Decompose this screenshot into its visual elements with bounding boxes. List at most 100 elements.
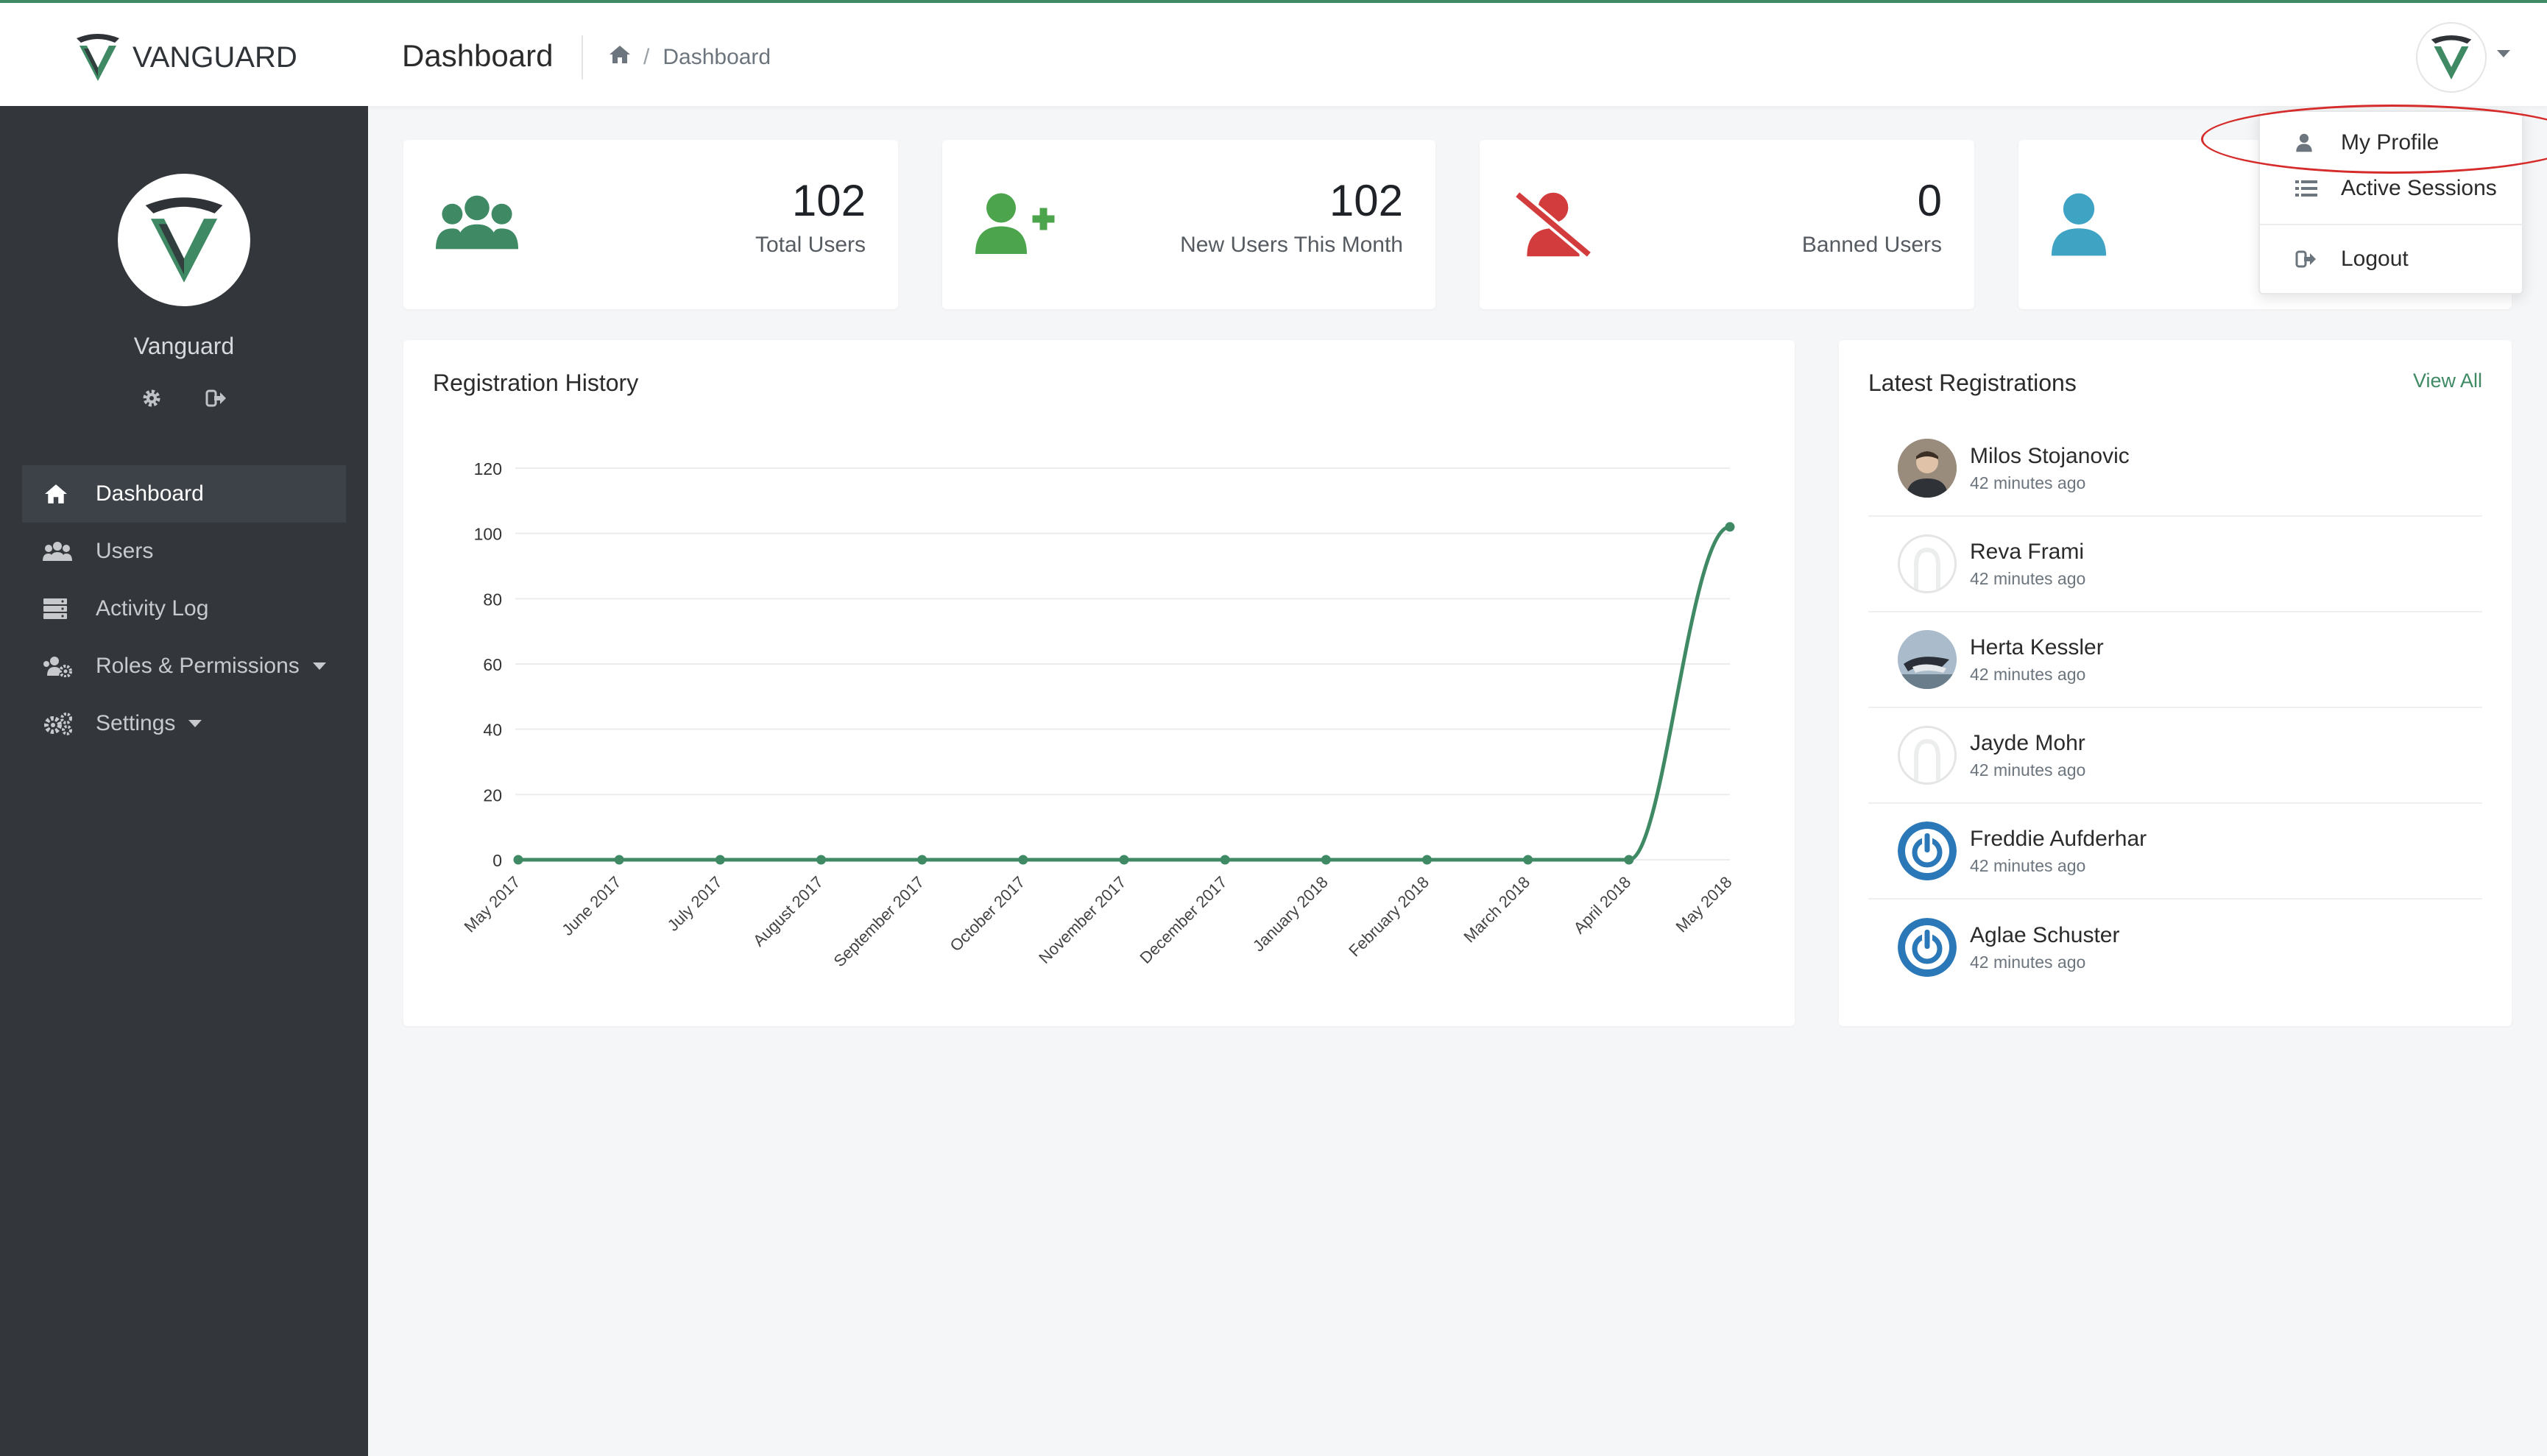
sidebar-user-actions (0, 386, 368, 411)
gear-icon[interactable] (139, 386, 164, 411)
registration-time: 42 minutes ago (1970, 568, 2086, 588)
x-tick-label: January 2018 (1249, 873, 1332, 955)
user-avatar-button[interactable] (2416, 22, 2487, 93)
menu-item-label: My Profile (2341, 130, 2440, 155)
sidebar-item-settings[interactable]: Settings (22, 695, 346, 752)
data-point (1624, 855, 1634, 865)
x-tick-label: July 2017 (664, 873, 726, 935)
list-item[interactable]: Reva Frami 42 minutes ago (1868, 517, 2482, 612)
latest-registrations-title: Latest Registrations (1868, 370, 2077, 396)
sidebar-item-label: Activity Log (96, 596, 209, 621)
list-item[interactable]: Freddie Aufderhar 42 minutes ago (1868, 804, 2482, 900)
sidebar: Vanguard Dashboard Users Activity Log Ro… (0, 106, 368, 1456)
latest-registrations-card: Latest Registrations View All Milos Stoj… (1839, 340, 2512, 1026)
avatar (1898, 439, 1957, 498)
registration-time: 42 minutes ago (1970, 473, 2086, 492)
list-item[interactable]: Aglae Schuster 42 minutes ago (1868, 900, 2482, 995)
data-point (715, 855, 725, 865)
server-icon (43, 596, 74, 621)
user-icon (2049, 191, 2108, 261)
sidebar-item-users[interactable]: Users (22, 523, 346, 580)
page-title: Dashboard (402, 38, 554, 73)
breadcrumb-separator: / (643, 45, 650, 69)
sidebar-user-name: Vanguard (133, 333, 235, 359)
brand-name: VANGUARD (133, 41, 297, 74)
y-tick-label: 0 (492, 851, 502, 870)
data-point (513, 855, 523, 865)
y-tick-label: 80 (483, 590, 502, 609)
x-tick-label: August 2017 (749, 873, 827, 950)
registration-name: Aglae Schuster (1970, 922, 2120, 947)
data-point (1523, 855, 1533, 865)
y-tick-label: 40 (483, 721, 502, 740)
menu-item-label: Logout (2341, 247, 2409, 271)
shield-logo-icon (77, 34, 119, 81)
power-icon (1898, 821, 1957, 880)
user-icon (2295, 133, 2320, 152)
sidebar-item-roles-permissions[interactable]: Roles & Permissions (22, 637, 346, 695)
y-tick-label: 20 (483, 785, 502, 805)
x-tick-label: March 2018 (1460, 873, 1533, 947)
users-icon (436, 193, 518, 255)
brand-name-light: VAN (133, 40, 191, 74)
registration-name: Reva Frami (1970, 539, 2085, 564)
data-point (1018, 855, 1028, 865)
menu-item-logout[interactable]: Logout (2260, 237, 2525, 281)
stat-card-new-users: 102 New Users This Month (942, 140, 1435, 309)
list-icon (2295, 180, 2320, 197)
avatar (1898, 726, 1957, 785)
sidebar-item-label: Settings (96, 711, 176, 735)
top-navbar: VANGUARD Dashboard / Dashboard (0, 0, 2547, 106)
view-all-link[interactable]: View All (2412, 370, 2482, 392)
stat-value: 0 (1917, 176, 1942, 225)
data-point (1119, 855, 1129, 865)
home-icon (43, 481, 74, 506)
x-tick-label: June 2017 (558, 873, 624, 939)
registration-time: 42 minutes ago (1970, 855, 2086, 875)
caret-down-icon (188, 720, 202, 727)
registration-history-chart: 0 20 40 60 80 100 120 May 2017 June 2017 July 201… (461, 459, 1736, 971)
data-point (1422, 855, 1432, 865)
registration-time: 42 minutes ago (1970, 664, 2086, 684)
data-point (1321, 855, 1331, 865)
menu-item-label: Active Sessions (2341, 176, 2497, 200)
users-icon (43, 539, 74, 564)
y-tick-label: 100 (474, 525, 502, 544)
chevron-down-icon[interactable] (2497, 50, 2510, 57)
data-point (614, 855, 624, 865)
sidebar-avatar[interactable] (118, 174, 250, 306)
x-tick-label: April 2018 (1570, 873, 1635, 938)
menu-item-active-sessions[interactable]: Active Sessions (2260, 166, 2525, 211)
user-dropdown-menu: My Profile Active Sessions Logout (2258, 110, 2525, 294)
home-icon[interactable] (608, 44, 632, 71)
stat-value: 102 (1329, 176, 1403, 225)
breadcrumb: / Dashboard (608, 44, 771, 71)
registration-name: Milos Stojanovic (1970, 443, 2130, 468)
registration-name: Herta Kessler (1970, 635, 2104, 660)
registration-time: 42 minutes ago (1970, 760, 2086, 780)
stat-card-banned-users: 0 Banned Users (1480, 140, 1974, 309)
brand-name-bold: GUARD (191, 40, 297, 74)
user-slash-icon (1512, 188, 1594, 264)
registrations-list: Milos Stojanovic 42 minutes ago Reva Fra… (1868, 421, 2482, 995)
menu-item-my-profile[interactable]: My Profile (2260, 121, 2525, 165)
list-item[interactable]: Milos Stojanovic 42 minutes ago (1868, 421, 2482, 517)
avatar-shield-icon (2431, 35, 2472, 80)
data-point (1725, 522, 1735, 532)
x-tick-label: October 2017 (946, 873, 1028, 955)
caret-down-icon (312, 662, 326, 670)
chart-title: Registration History (433, 370, 639, 396)
list-item[interactable]: Herta Kessler 42 minutes ago (1868, 612, 2482, 708)
sidebar-item-dashboard[interactable]: Dashboard (22, 465, 346, 523)
series-line (518, 525, 1731, 862)
power-icon (1898, 918, 1957, 977)
breadcrumb-current: Dashboard (663, 45, 771, 69)
sign-out-icon[interactable] (204, 386, 229, 411)
x-tick-label: September 2017 (830, 873, 928, 971)
data-point (917, 855, 928, 865)
list-item[interactable]: Jayde Mohr 42 minutes ago (1868, 708, 2482, 804)
brand-logo[interactable]: VANGUARD (74, 28, 297, 87)
stat-label: Banned Users (1801, 233, 1942, 257)
sidebar-item-activity-log[interactable]: Activity Log (22, 580, 346, 637)
x-tick-label: November 2017 (1035, 873, 1129, 967)
